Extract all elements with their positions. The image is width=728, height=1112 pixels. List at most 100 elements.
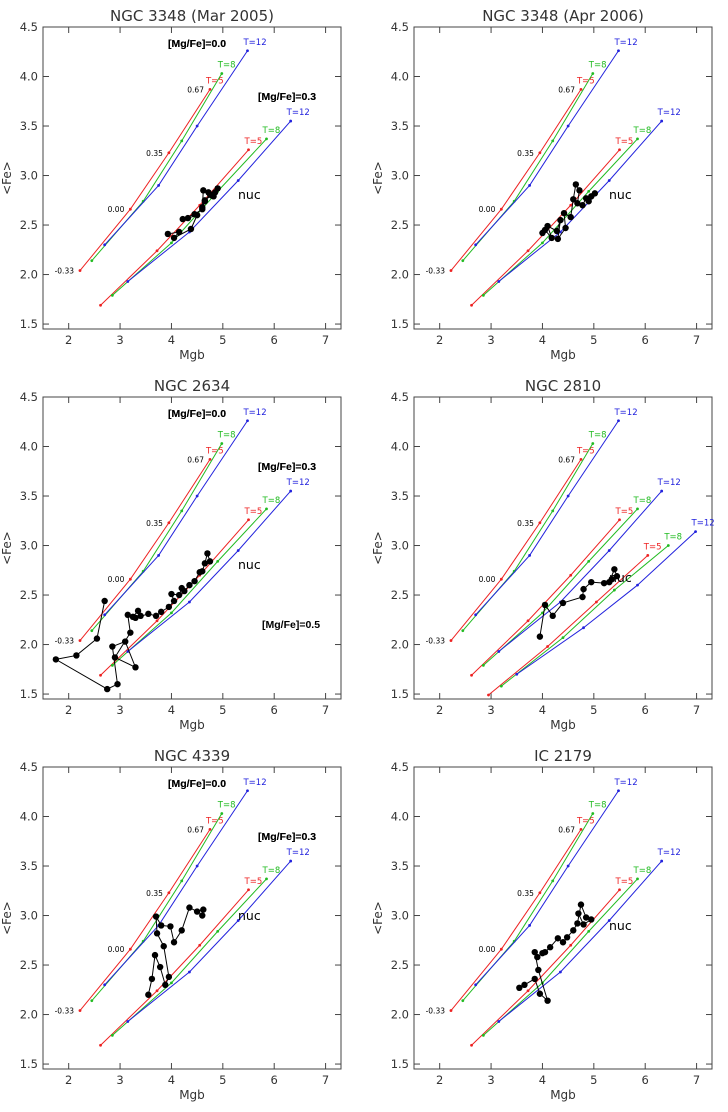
age-label: T=8 [588,801,607,811]
y-axis-label: <Fe> [371,531,385,565]
panel-3: NGC 2634 2 3 4 5 6 7 1.5 2.0 2.5 3.0 3.5 4.0 4.5 Mgb <F… [0,377,342,732]
data-point [153,930,161,937]
data-point [577,901,585,908]
model-line-t8 [483,138,638,296]
panel-title: NGC 2810 [525,377,601,395]
x-tick-label: 2 [436,333,443,347]
model-point [246,789,249,793]
model-point [497,650,501,653]
data-point [193,908,201,915]
model-point [236,919,240,922]
metallicity-label: 0.00 [479,945,496,954]
x-tick-label: 5 [219,703,226,717]
data-point [199,204,206,211]
data-point [160,943,167,950]
y-tick-label: 4.0 [20,440,38,454]
model-point [167,151,171,155]
model-point [551,509,555,513]
metallicity-label: 0.00 [479,575,496,584]
age-label: T=5 [205,446,224,456]
model-point [538,151,542,155]
model-point [208,87,212,91]
model-point [470,303,473,307]
model-point [587,929,591,933]
data-point [167,923,174,930]
data-point [200,187,207,194]
model-point [220,72,224,75]
model-point [247,888,250,892]
model-point [167,891,171,895]
model-point [99,673,102,677]
age-label: T=12 [613,778,637,788]
data-track [147,906,204,995]
age-label: T=12 [286,478,310,488]
y-tick-label: 1.5 [391,687,409,701]
model-line-t12 [475,790,619,986]
x-tick-label: 4 [168,1073,175,1087]
data-point [175,228,183,236]
model-point [170,241,173,245]
model-point [289,489,293,493]
model-point [449,1009,453,1012]
metallicity-label: 0.67 [187,825,204,834]
y-tick-label: 3.5 [391,859,409,873]
y-axis-label: <Fe> [0,901,14,935]
mgfe-label: [Mg/Fe]=0.0 [168,38,226,50]
data-point [206,558,214,565]
x-tick-label: 4 [539,703,546,717]
model-point [617,49,620,53]
model-point [566,864,570,868]
y-tick-label: 3.5 [391,489,409,503]
model-line-t12 [127,120,292,282]
x-tick-label: 2 [65,333,72,347]
model-point [566,124,570,128]
x-tick-label: 5 [219,333,226,347]
model-point [247,518,250,522]
data-point [199,568,206,575]
age-label: T=5 [576,446,595,456]
y-tick-label: 4.0 [20,810,38,824]
y-tick-label: 4.0 [391,810,409,824]
model-point [499,947,503,951]
data-point [191,210,198,218]
data-point [548,234,555,242]
x-tick-label: 4 [539,333,546,347]
x-axis-label: Mgb [179,1088,205,1102]
data-point [148,975,156,983]
model-point [180,879,184,883]
age-label: T=5 [615,137,634,147]
y-axis-label: <Fe> [371,901,385,935]
model-point [110,293,114,297]
data-point [576,187,583,194]
model-point [618,148,621,152]
data-point [536,633,544,640]
model-line-t12 [475,50,619,246]
age-label: T=5 [615,507,634,517]
model-point [587,189,591,193]
y-tick-label: 2.5 [20,958,38,972]
age-label: T=8 [262,496,281,506]
model-point [636,877,639,881]
data-point [127,629,134,636]
x-tick-label: 5 [590,333,597,347]
data-point [132,614,139,622]
age-label: T=8 [663,533,682,543]
model-point [449,639,453,642]
y-tick-label: 2.5 [391,218,409,232]
data-point [170,939,178,946]
data-point [181,587,188,595]
y-tick-label: 3.0 [20,169,38,183]
model-point [461,259,465,263]
model-point [607,179,611,182]
data-point [546,944,554,951]
data-point [211,189,219,196]
plot-frame [42,766,342,1070]
model-line-t5 [450,829,582,1011]
model-point [528,924,532,927]
nuc-label: nuc [238,187,261,202]
model-point [265,137,268,141]
data-point [186,581,193,589]
data-point [554,235,562,243]
model-point [126,1020,130,1023]
model-line-t12 [498,860,663,1022]
